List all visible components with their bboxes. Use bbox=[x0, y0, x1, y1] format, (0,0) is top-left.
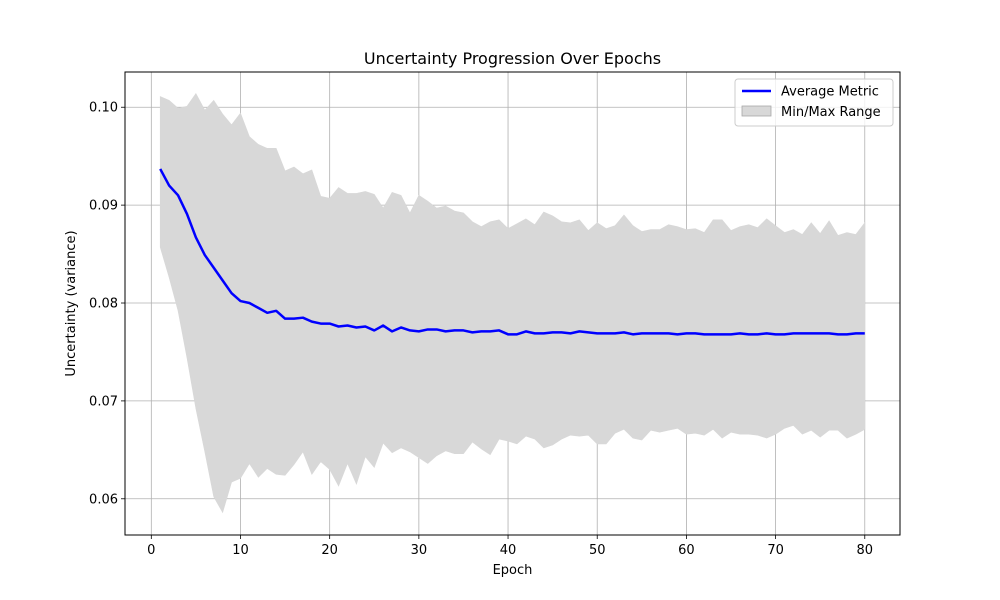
legend-box bbox=[734, 78, 894, 127]
range-area-layer bbox=[159, 92, 866, 514]
y-tick-label: 0.10 bbox=[89, 101, 118, 116]
y-axis-ticks: 0.06 0.07 0.08 0.09 0.10 bbox=[89, 101, 125, 507]
x-tick-label: 50 bbox=[589, 543, 606, 558]
y-axis-label: Uncertainty (variance) bbox=[64, 230, 79, 376]
average-metric-line bbox=[159, 168, 865, 336]
y-tick-label: 0.07 bbox=[89, 394, 118, 409]
x-axis-ticks: 0 10 20 30 40 50 60 70 80 bbox=[147, 535, 873, 558]
y-tick-label: 0.09 bbox=[89, 199, 118, 214]
min-max-range-area bbox=[159, 92, 866, 514]
legend-label-average: Average Metric bbox=[781, 85, 879, 100]
x-tick-label: 0 bbox=[147, 543, 155, 558]
legend-area-swatch bbox=[741, 105, 772, 117]
legend: Average Metric Min/Max Range bbox=[734, 78, 894, 127]
x-tick-label: 10 bbox=[232, 543, 249, 558]
x-tick-label: 70 bbox=[767, 543, 784, 558]
x-tick-label: 60 bbox=[678, 543, 695, 558]
y-tick-label: 0.08 bbox=[89, 297, 118, 312]
chart-title: Uncertainty Progression Over Epochs bbox=[364, 49, 661, 68]
legend-label-range: Min/Max Range bbox=[781, 105, 881, 120]
x-tick-label: 30 bbox=[411, 543, 428, 558]
x-tick-label: 40 bbox=[500, 543, 517, 558]
x-axis-label: Epoch bbox=[493, 563, 533, 578]
x-tick-label: 20 bbox=[321, 543, 338, 558]
y-tick-label: 0.06 bbox=[89, 492, 118, 507]
plot-frame bbox=[124, 71, 901, 536]
x-tick-label: 80 bbox=[856, 543, 873, 558]
average-line-layer bbox=[159, 168, 865, 336]
